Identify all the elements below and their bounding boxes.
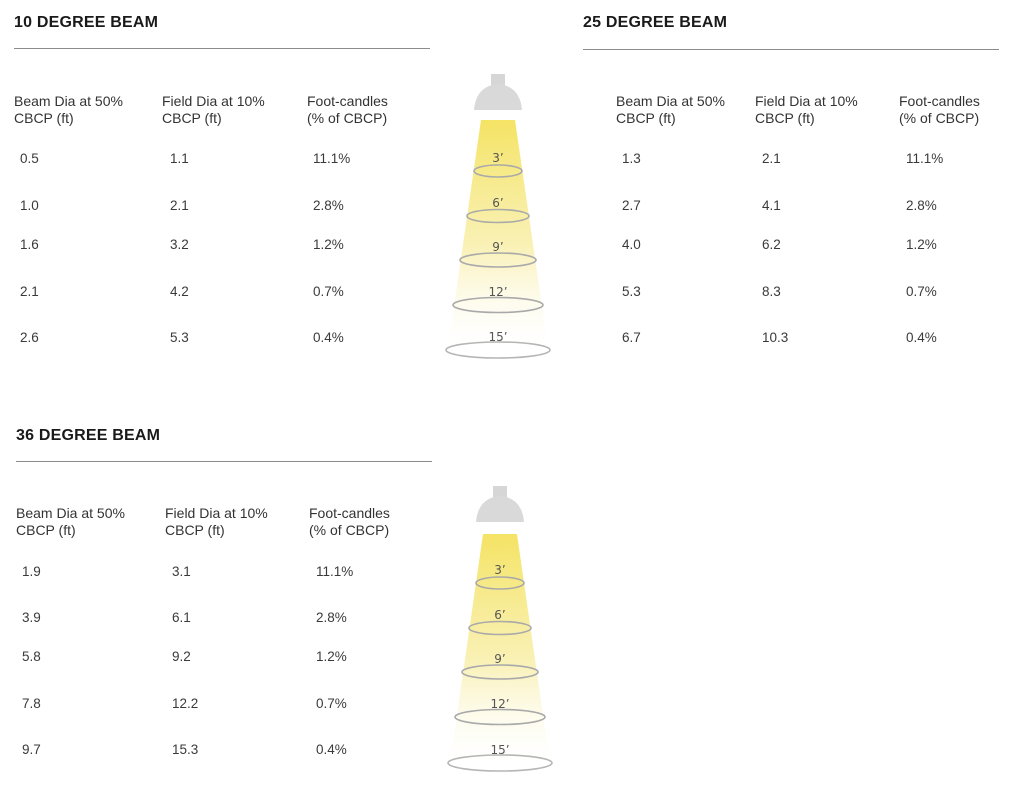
table-cell: 2.1 [20, 284, 39, 299]
table-cell: 4.0 [622, 237, 641, 252]
table-cell: 2.1 [762, 151, 781, 166]
table-cell: 11.1% [313, 151, 351, 166]
beam-ring [473, 164, 523, 178]
distance-label: 12’ [488, 285, 507, 299]
table-cell: 12.2 [172, 696, 199, 711]
table-cell: 0.7% [316, 696, 347, 711]
beam-ring [466, 208, 530, 224]
distance-label: 15’ [490, 743, 509, 757]
table-cell: 7.8 [22, 696, 41, 711]
column-header-foot-candles: Foot-candles (% of CBCP) [309, 505, 390, 538]
beam-diagram-bottom: 3’ 6’ 9’ 12’ 15’ [447, 486, 553, 772]
column-header-field-dia: Field Dia at 10% CBCP (ft) [165, 505, 268, 538]
column-header-beam-dia: Beam Dia at 50% CBCP (ft) [616, 93, 725, 126]
table-cell: 1.2% [316, 649, 347, 664]
beam-ring [475, 576, 525, 590]
table-cell: 1.6 [20, 237, 39, 252]
table-cell: 15.3 [172, 742, 199, 757]
section-title: 25 DEGREE BEAM [583, 14, 728, 31]
distance-label: 12’ [490, 697, 509, 711]
table-cell: 2.8% [313, 198, 344, 213]
column-header-foot-candles: Foot-candles (% of CBCP) [307, 93, 388, 126]
beam-ring [454, 708, 546, 726]
table-cell: 1.3 [622, 151, 641, 166]
table-cell: 2.6 [20, 330, 39, 345]
table-cell: 0.4% [316, 742, 347, 757]
beam-ring [459, 252, 537, 268]
table-cell: 1.9 [22, 564, 41, 579]
divider [14, 48, 430, 49]
column-header-field-dia: Field Dia at 10% CBCP (ft) [755, 93, 858, 126]
beam-ring [445, 341, 551, 359]
section-title: 10 DEGREE BEAM [14, 14, 159, 31]
table-cell: 6.2 [762, 237, 781, 252]
table-cell: 2.8% [316, 610, 347, 625]
table-cell: 5.8 [22, 649, 41, 664]
distance-label: 6’ [492, 196, 503, 210]
section-title: 36 DEGREE BEAM [16, 427, 161, 444]
table-cell: 0.4% [906, 330, 937, 345]
table-cell: 0.5 [20, 151, 39, 166]
table-cell: 9.2 [172, 649, 191, 664]
table-cell: 10.3 [762, 330, 789, 345]
distance-label: 15’ [488, 330, 507, 344]
column-header-beam-dia: Beam Dia at 50% CBCP (ft) [14, 93, 123, 126]
light-fixture-icon [474, 74, 522, 110]
table-cell: 9.7 [22, 742, 41, 757]
table-cell: 3.2 [170, 237, 189, 252]
table-cell: 3.9 [22, 610, 41, 625]
table-cell: 1.2% [313, 237, 344, 252]
light-cone [448, 120, 548, 348]
divider [16, 461, 432, 462]
table-cell: 3.1 [172, 564, 191, 579]
table-cell: 6.1 [172, 610, 191, 625]
table-cell: 2.7 [622, 198, 641, 213]
table-cell: 2.1 [170, 198, 189, 213]
table-cell: 11.1% [906, 151, 944, 166]
light-cone [450, 534, 550, 764]
beam-ring [452, 296, 544, 314]
distance-label: 9’ [494, 652, 505, 666]
table-cell: 5.3 [622, 284, 641, 299]
table-cell: 0.4% [313, 330, 344, 345]
light-fixture-icon [476, 486, 524, 522]
distance-label: 6’ [494, 608, 505, 622]
distance-label: 3’ [492, 151, 503, 165]
table-cell: 1.1 [170, 151, 189, 166]
distance-label: 3’ [494, 563, 505, 577]
table-cell: 4.1 [762, 198, 781, 213]
column-header-field-dia: Field Dia at 10% CBCP (ft) [162, 93, 265, 126]
table-cell: 4.2 [170, 284, 189, 299]
table-cell: 6.7 [622, 330, 641, 345]
table-cell: 0.7% [313, 284, 344, 299]
table-cell: 1.0 [20, 198, 39, 213]
table-cell: 0.7% [906, 284, 937, 299]
beam-ring [468, 620, 532, 636]
table-cell: 2.8% [906, 198, 937, 213]
beam-ring [447, 754, 553, 772]
table-cell: 11.1% [316, 564, 354, 579]
table-cell: 8.3 [762, 284, 781, 299]
divider [583, 49, 999, 50]
table-cell: 5.3 [170, 330, 189, 345]
column-header-foot-candles: Foot-candles (% of CBCP) [899, 93, 980, 126]
column-header-beam-dia: Beam Dia at 50% CBCP (ft) [16, 505, 125, 538]
distance-label: 9’ [492, 240, 503, 254]
beam-ring [461, 664, 539, 680]
beam-diagram-top: 3’ 6’ 9’ 12’ 15’ [445, 74, 551, 359]
table-cell: 1.2% [906, 237, 937, 252]
